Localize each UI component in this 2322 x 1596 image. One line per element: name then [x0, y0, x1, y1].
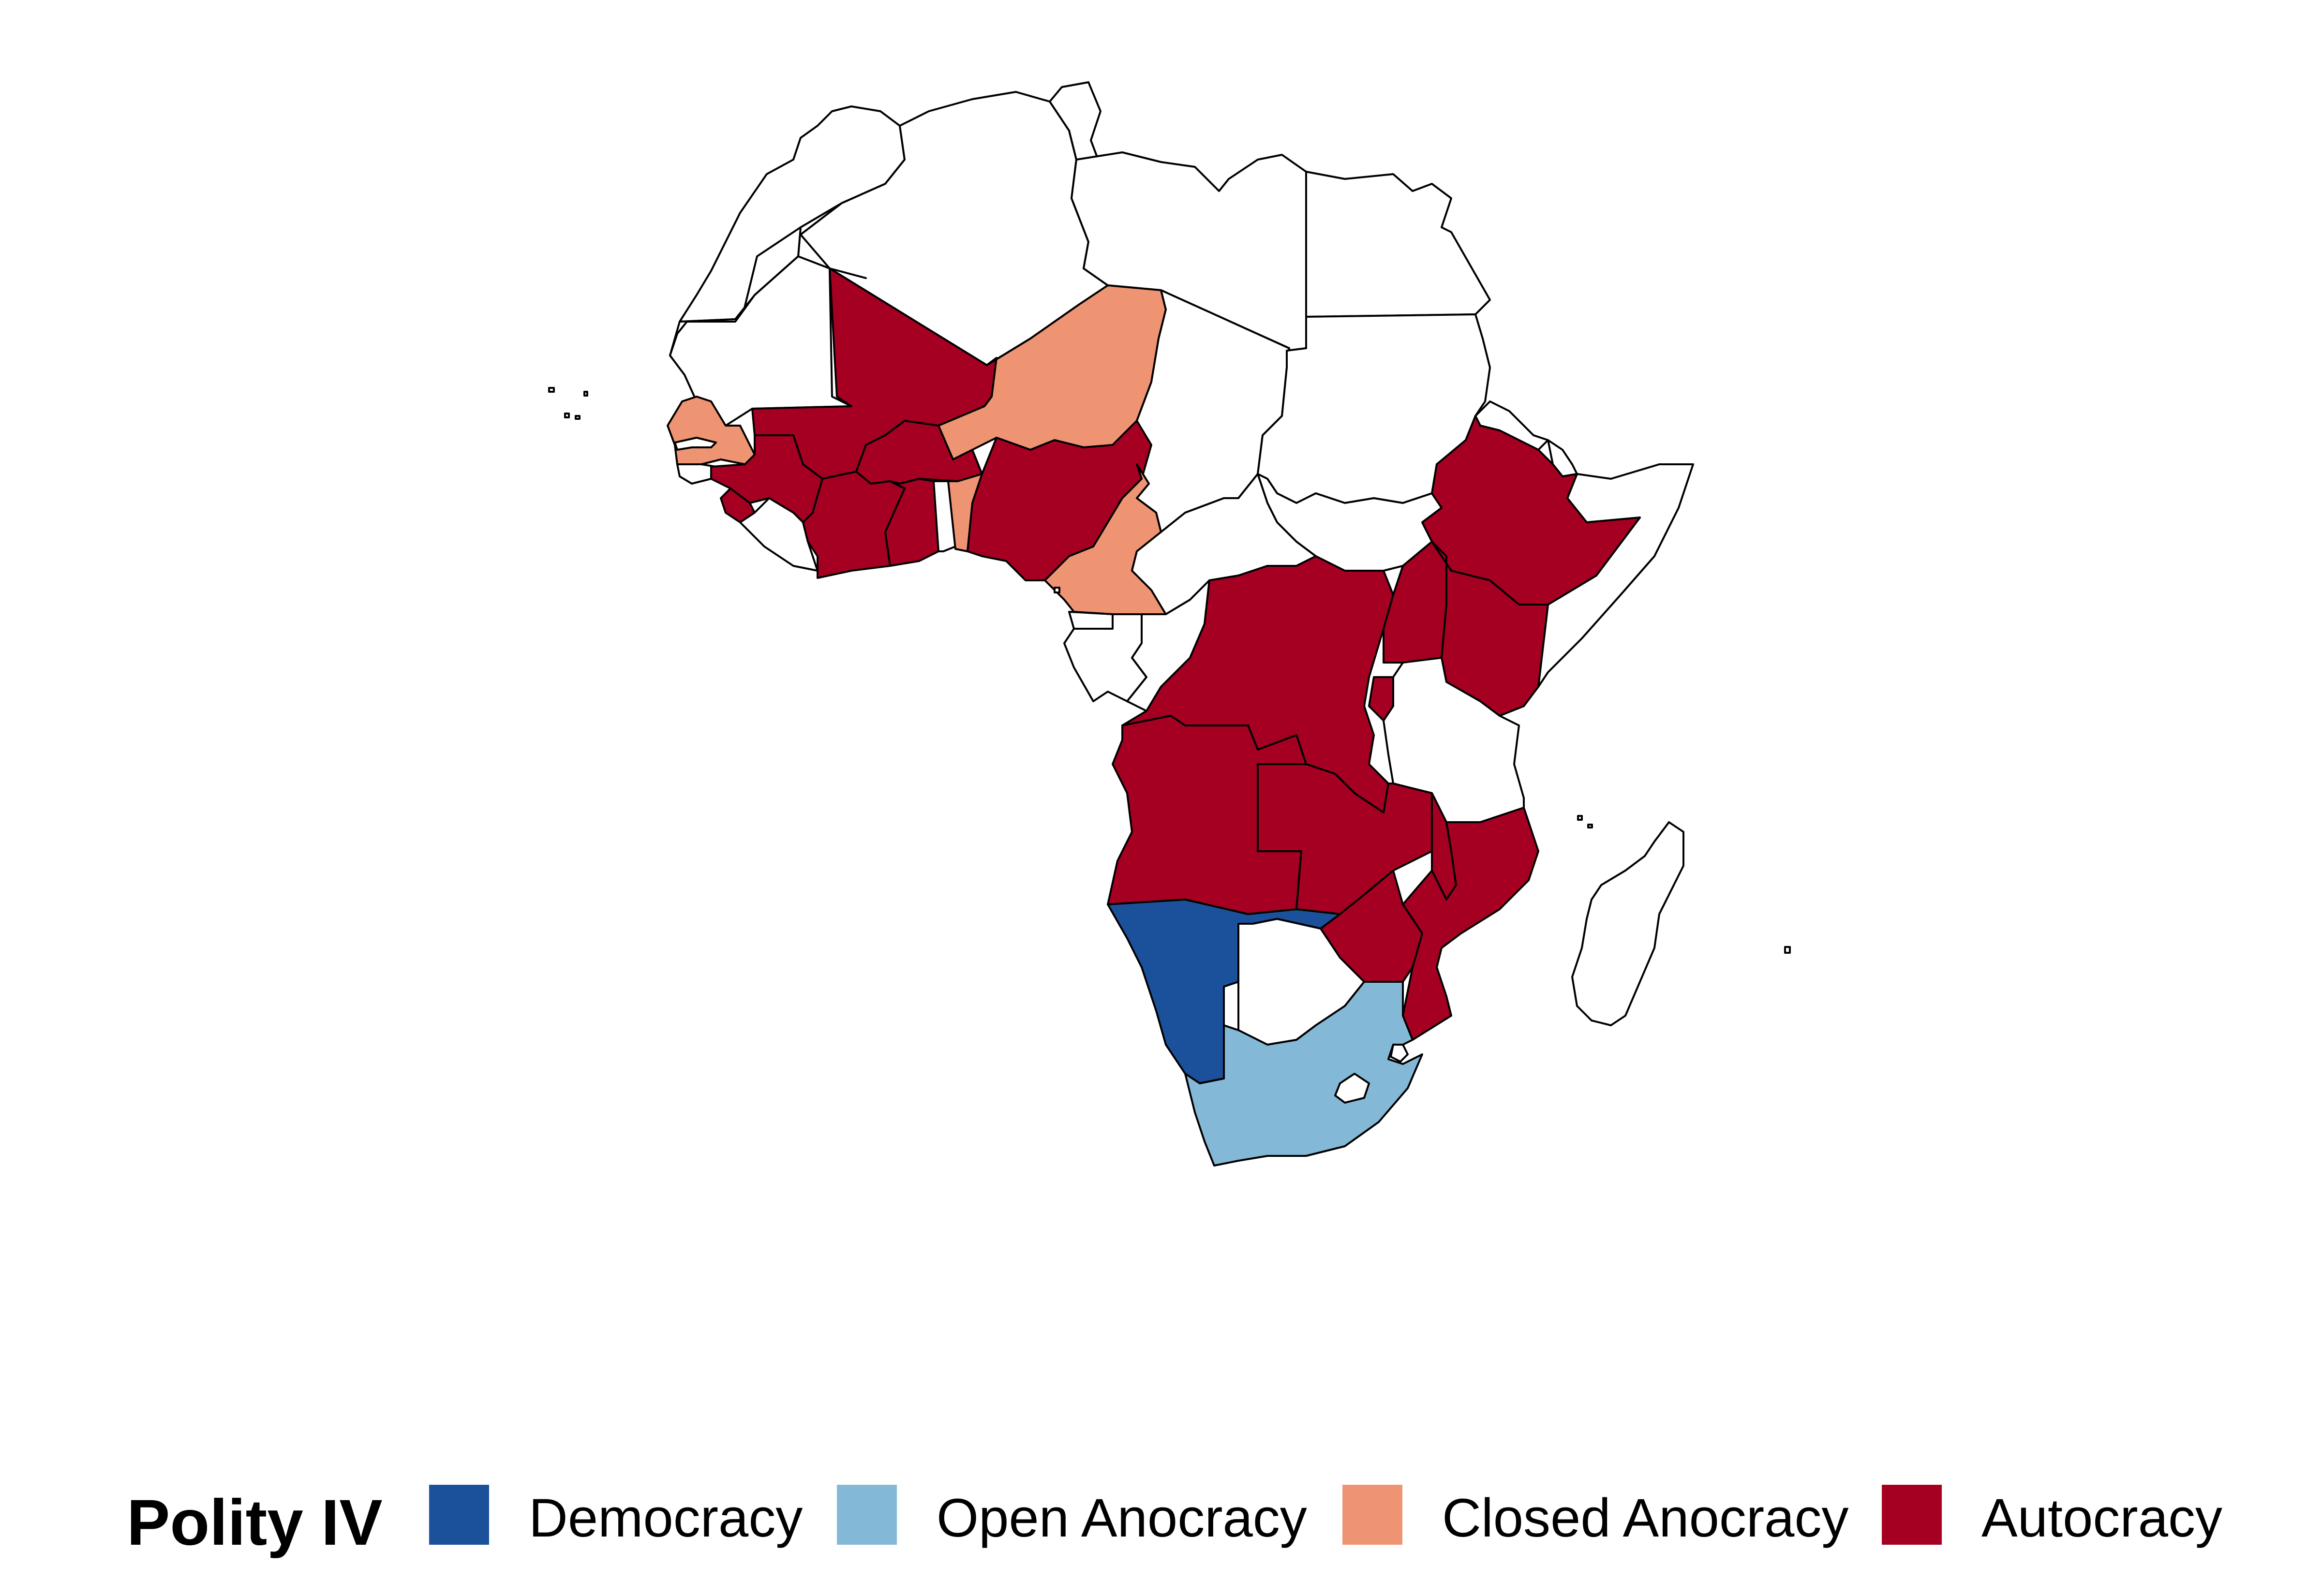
region-tanzania — [1383, 657, 1525, 823]
legend-swatch-autocracy — [1882, 1485, 1942, 1545]
region-comoros — [1577, 815, 1593, 828]
legend-swatch-closed-anocracy — [1342, 1485, 1402, 1545]
region-ghana — [884, 478, 939, 567]
region-equatorial-guinea — [1068, 611, 1114, 630]
region-egypt — [1305, 171, 1491, 318]
region-lesotho — [1334, 1073, 1370, 1104]
region-mozambique — [1402, 807, 1539, 1041]
legend-label-closed-anocracy: Closed Anocracy — [1442, 1488, 1849, 1548]
map-legend: Polity IV Democracy Open Anocracy Closed… — [127, 1475, 2255, 1559]
africa-map — [548, 81, 1791, 1167]
region-sao-tome — [1054, 587, 1060, 593]
legend-swatch-democracy — [429, 1485, 489, 1545]
legend-swatch-open-anocracy — [837, 1485, 897, 1545]
region-mauritius — [1784, 946, 1791, 954]
legend-title: Polity IV — [127, 1487, 383, 1559]
region-madagascar — [1571, 821, 1684, 1026]
legend-label-autocracy: Autocracy — [1981, 1488, 2222, 1548]
region-gambia — [674, 437, 717, 451]
region-tunisia — [1049, 81, 1101, 161]
region-kenya — [1431, 541, 1549, 717]
region-ethiopia — [1421, 415, 1641, 606]
region-swaziland — [1390, 1044, 1409, 1063]
legend-label-democracy: Democracy — [529, 1488, 803, 1548]
region-cape-verde — [548, 387, 588, 420]
legend-label-open-anocracy: Open Anocracy — [937, 1488, 1307, 1548]
